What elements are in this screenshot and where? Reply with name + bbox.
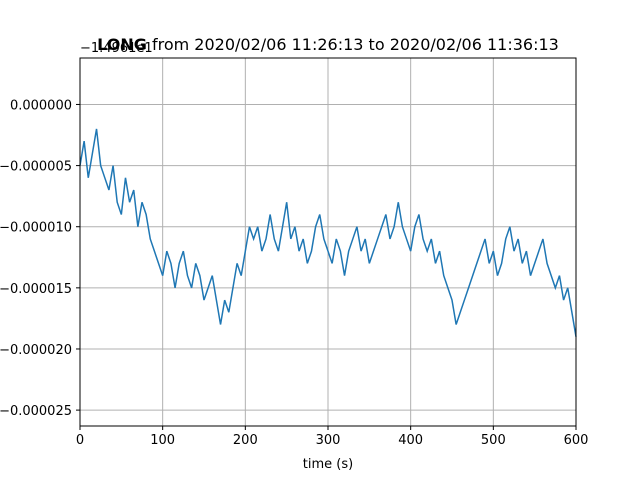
chart-title-rest: from 2020/02/06 11:26:13 to 2020/02/06 1… [147, 35, 559, 54]
y-tick-label: −0.000025 [0, 404, 72, 419]
y-tick-label: −0.000015 [0, 282, 72, 297]
x-tick-label: 500 [481, 433, 506, 448]
y-tick-label: 0.000000 [10, 98, 72, 113]
x-tick-label: 600 [564, 433, 589, 448]
y-offset-label: −1.4961e1 [80, 41, 153, 56]
y-tick-label: −0.000010 [0, 221, 72, 236]
x-tick-label: 100 [150, 433, 175, 448]
chart-title-bold: LONG [97, 35, 147, 54]
y-tick-label: −0.000020 [0, 343, 72, 358]
x-axis: 0 100 200 300 400 500 600 [76, 426, 589, 448]
series-line [79, 128, 577, 337]
grid [79, 58, 577, 426]
plot-area [79, 128, 577, 337]
y-tick-label: −0.000005 [0, 160, 72, 175]
x-tick-label: 0 [76, 433, 84, 448]
x-tick-label: 400 [398, 433, 423, 448]
x-tick-label: 200 [233, 433, 258, 448]
y-axis: 0.000000 −0.000005 −0.000010 −0.000015 −0.00… [0, 98, 80, 419]
chart-title: LONG from 2020/02/06 11:26:13 to 2020/02… [97, 35, 559, 54]
x-tick-label: 300 [316, 433, 341, 448]
x-axis-title: time (s) [303, 457, 353, 472]
